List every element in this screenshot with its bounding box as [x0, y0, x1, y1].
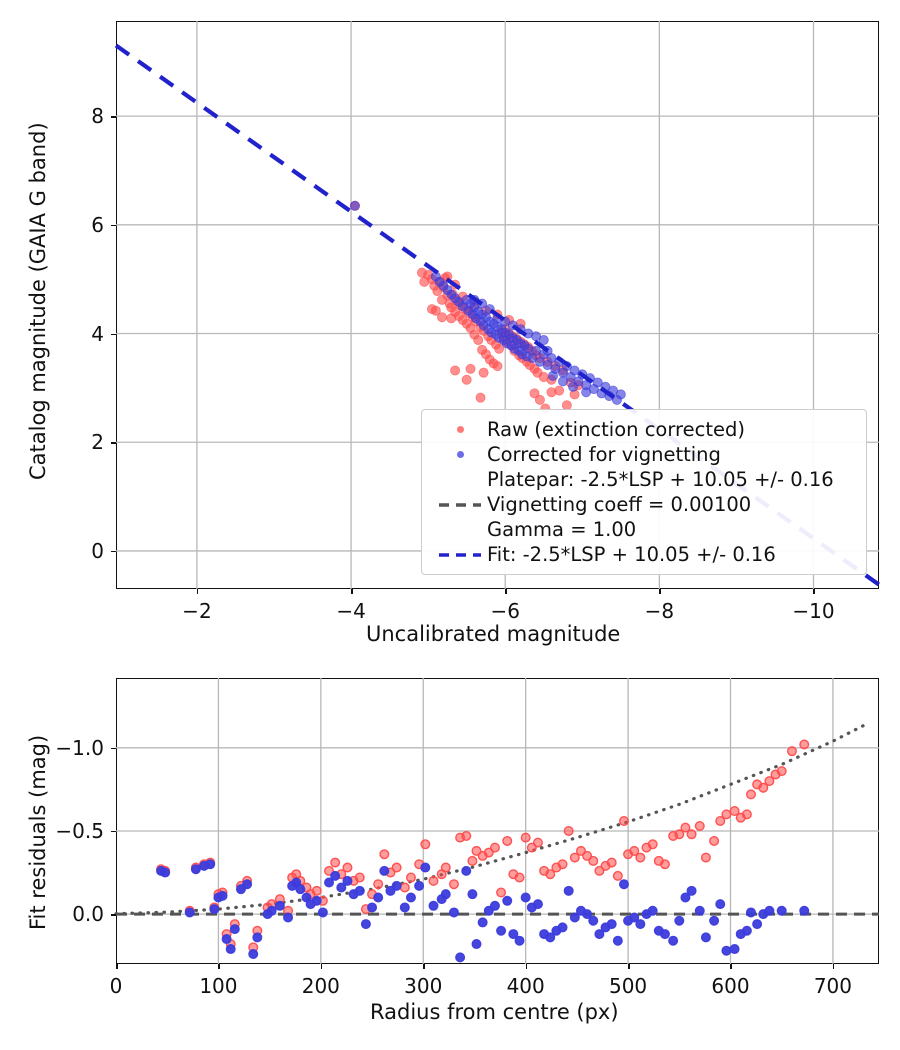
x-tick-label: −10: [792, 599, 835, 623]
legend-entry-label: Raw (extinction corrected): [487, 418, 745, 441]
x-tick: [505, 589, 507, 594]
calibration-y-axis-label: Catalog magnitude (GAIA G band): [26, 122, 50, 480]
calibration-legend: Raw (extinction corrected) Corrected for …: [421, 409, 867, 575]
x-tick-label: −8: [644, 599, 675, 623]
y-tick: [111, 747, 116, 750]
y-tick: [111, 333, 116, 336]
legend-entry-label: Fit: -2.5*LSP + 10.05 +/- 0.16: [487, 543, 776, 566]
x-tick: [628, 964, 630, 969]
legend-entry: Vignetting coeff = 0.00100: [433, 492, 855, 517]
y-tick: [111, 830, 116, 833]
x-tick-label: 500: [608, 974, 648, 998]
x-tick: [218, 964, 220, 969]
x-tick: [832, 964, 835, 969]
x-tick: [813, 589, 815, 594]
series-corrected: [156, 859, 810, 963]
x-tick-label: −6: [490, 599, 520, 623]
x-tick: [320, 964, 323, 969]
legend-entry-label: Gamma = 1.00: [487, 518, 637, 541]
y-tick-label: 6: [91, 212, 104, 237]
residuals-panel: [114, 678, 879, 964]
y-tick-label: −1.0: [55, 735, 104, 760]
y-tick: [111, 116, 116, 118]
x-tick: [196, 589, 199, 594]
legend-entry-label: Vignetting coeff = 0.00100: [487, 493, 752, 516]
legend-dot-icon: [433, 451, 487, 458]
y-tick-label: 8: [91, 104, 104, 129]
x-tick-label: −2: [182, 599, 212, 623]
residuals-x-axis-label: Radius from centre (px): [370, 1000, 619, 1024]
x-tick-label: 600: [711, 974, 750, 998]
residuals-plot-area: [114, 678, 879, 964]
legend-entry: Raw (extinction corrected): [433, 417, 855, 442]
legend-dashed-line-icon: [433, 499, 487, 511]
legend-dot-icon: [433, 426, 487, 433]
y-tick-label: 2: [91, 430, 104, 455]
legend-entry: Corrected for vignetting: [433, 442, 855, 467]
x-tick: [351, 589, 353, 594]
legend-dot-icon: [456, 451, 464, 458]
y-tick: [111, 224, 116, 227]
x-tick: [423, 964, 425, 969]
x-tick: [659, 589, 661, 594]
calibration-x-axis-label: Uncalibrated magnitude: [366, 622, 621, 646]
legend-entry-label: Corrected for vignetting: [487, 443, 721, 466]
x-tick: [116, 964, 118, 969]
x-tick-label: 300: [404, 974, 443, 998]
x-tick-label: 100: [199, 974, 238, 998]
legend-dashed-line-icon: [433, 549, 487, 561]
x-tick-label: 400: [506, 974, 545, 998]
x-tick: [525, 964, 528, 969]
y-tick-label: 0: [91, 538, 104, 563]
y-tick-label: −0.5: [55, 818, 104, 843]
residuals-y-axis-label: Fit residuals (mag): [26, 734, 50, 930]
legend-entry: Gamma = 1.00: [433, 517, 855, 542]
x-tick-label: 200: [301, 974, 340, 998]
y-tick: [111, 442, 116, 444]
legend-entry-label: Platepar: -2.5*LSP + 10.05 +/- 0.16: [487, 468, 834, 491]
y-tick-label: 0.0: [72, 902, 104, 927]
x-tick: [730, 964, 732, 969]
legend-dot-icon: [456, 426, 464, 433]
legend-entry: Fit: -2.5*LSP + 10.05 +/- 0.16: [433, 542, 855, 567]
x-tick-label: 700: [813, 974, 852, 998]
x-tick-label: −4: [336, 599, 366, 623]
x-tick-label: 0: [109, 974, 123, 998]
y-tick: [111, 914, 116, 916]
legend-entry: Platepar: -2.5*LSP + 10.05 +/- 0.16: [433, 467, 855, 492]
y-tick-label: 4: [91, 321, 104, 346]
y-tick: [111, 550, 116, 553]
